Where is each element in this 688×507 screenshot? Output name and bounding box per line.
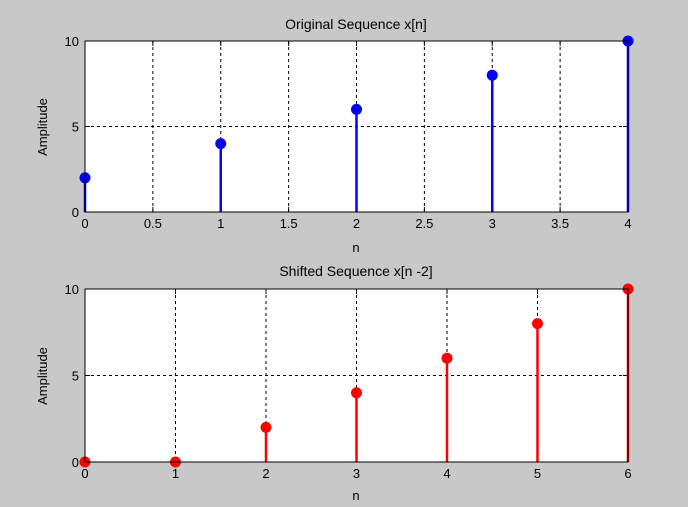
y-axis-label: Amplitude: [35, 347, 50, 405]
x-axis-label: n: [352, 240, 359, 255]
x-tick-label: 3: [489, 216, 496, 231]
y-tick-label: 0: [72, 205, 79, 220]
x-tick-label: 2: [353, 216, 360, 231]
x-tick-label: 0: [81, 216, 88, 231]
y-tick-labels: 0 5 10: [65, 34, 79, 220]
y-tick-label: 5: [72, 369, 79, 384]
chart-title: Original Sequence x[n]: [285, 16, 427, 32]
x-tick-labels: 0 0.5 1 1.5 2 2.5 3 3.5 4: [81, 216, 631, 231]
x-tick-label: 5: [534, 466, 541, 481]
x-tick-label: 1.5: [280, 216, 298, 231]
stem-marker: [486, 69, 498, 81]
y-axis-label: Amplitude: [35, 98, 50, 156]
x-tick-label: 2: [262, 466, 269, 481]
x-axis-label: n: [352, 488, 359, 503]
stem-marker: [351, 387, 362, 399]
x-tick-label: 4: [443, 466, 450, 481]
stem-marker: [260, 421, 272, 433]
x-tick-label: 0.5: [144, 216, 162, 231]
x-tick-label: 3.5: [551, 216, 569, 231]
x-tick-label: 1: [217, 216, 224, 231]
stem-marker: [215, 138, 227, 150]
x-tick-label: 0: [81, 466, 88, 481]
y-tick-label: 5: [72, 120, 79, 135]
x-tick-label: 2.5: [415, 216, 433, 231]
x-tick-label: 1: [172, 466, 179, 481]
x-tick-label: 4: [624, 216, 631, 231]
axes-frame: [84, 40, 629, 213]
y-tick-label: 10: [65, 282, 79, 297]
stem-marker: [441, 352, 453, 364]
plot-original-sequence: 0 0.5 1 1.5 2 2.5 3 3.5 4 0 5 10 Original Sequence…: [35, 16, 634, 255]
stem-marker: [351, 103, 362, 115]
y-tick-labels: 0 5 10: [65, 282, 79, 470]
x-tick-label: 3: [353, 466, 360, 481]
y-tick-label: 10: [65, 34, 79, 49]
y-tick-label: 0: [72, 455, 79, 470]
chart-title: Shifted Sequence x[n -2]: [279, 263, 432, 279]
x-tick-label: 6: [624, 466, 631, 481]
x-tick-labels: 0 1 2 3 4 5 6: [81, 466, 631, 481]
axes-frame: [84, 288, 629, 463]
stem-marker: [532, 318, 543, 330]
